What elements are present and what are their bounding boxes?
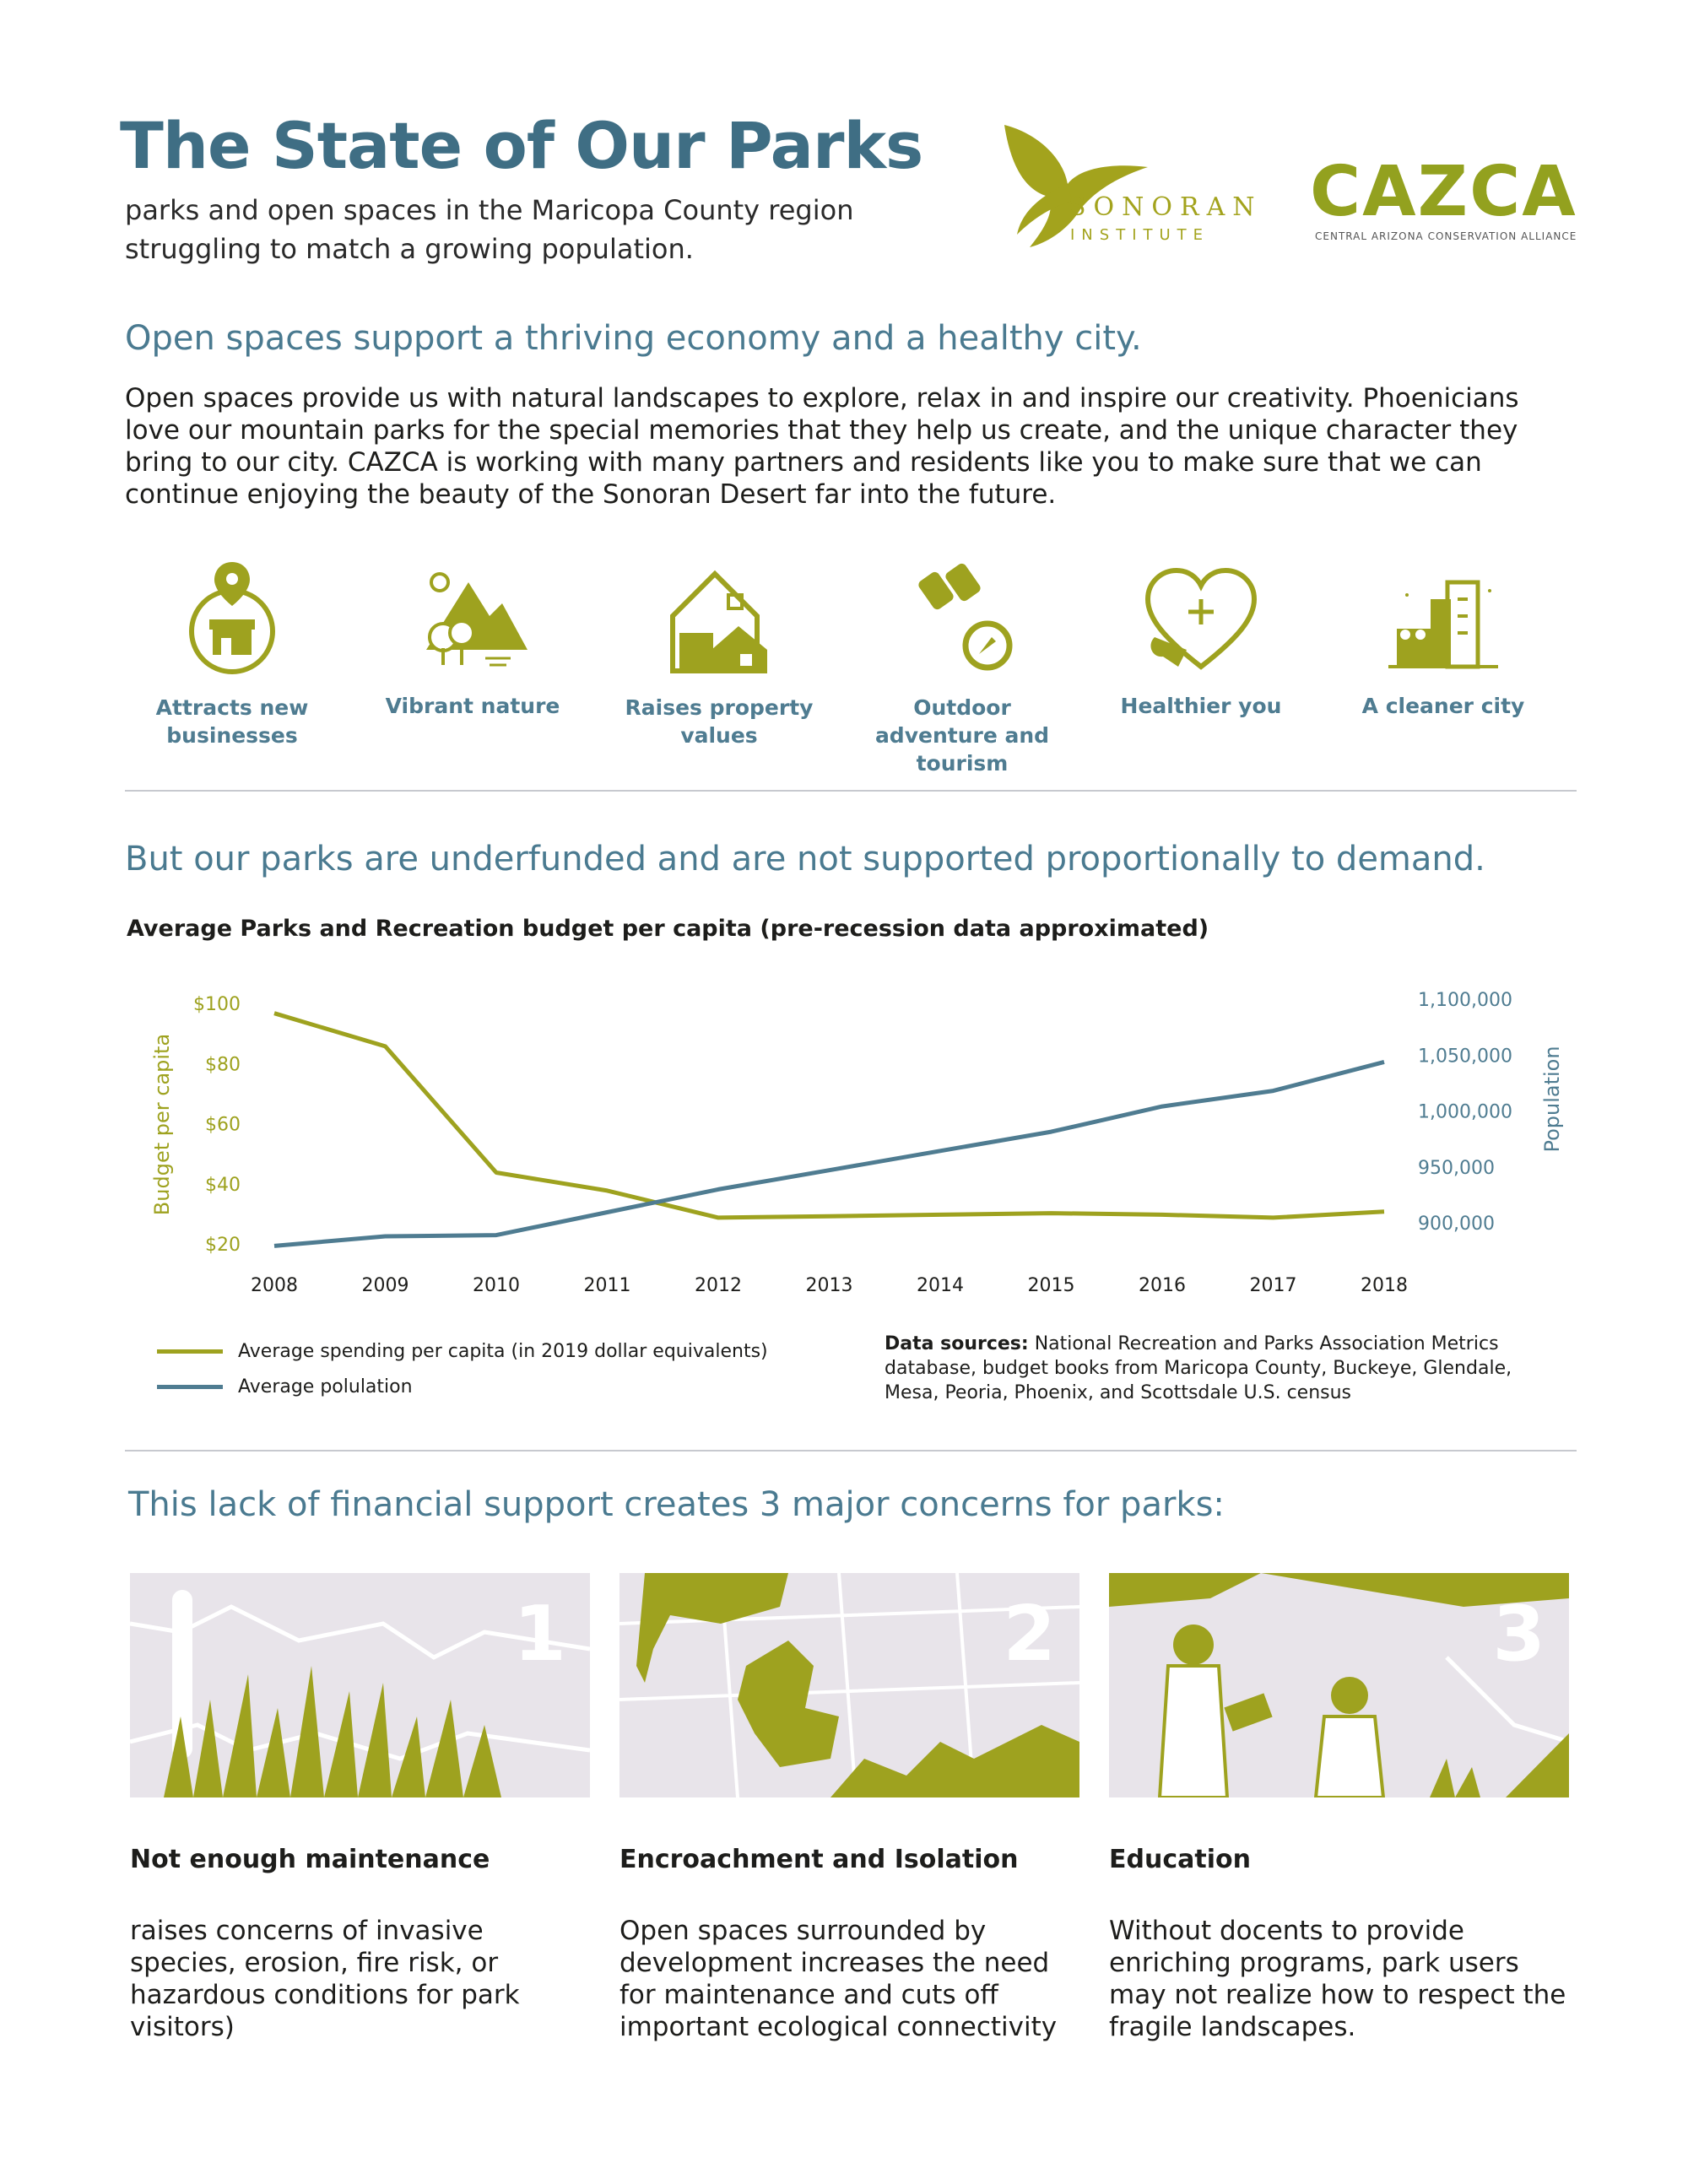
benefit-label: Vibrant nature (385, 694, 560, 718)
benefit-health: Healthier you (1091, 557, 1311, 720)
concern-illustration: 1 (130, 1573, 590, 1797)
grass-weeds-icon (130, 1590, 590, 1797)
page-title: The State of Our Parks (120, 108, 923, 183)
concern-description: Without docents to provide enriching pro… (1109, 1916, 1566, 2042)
y-left-tick-label: $20 (205, 1235, 241, 1256)
benefit-city: A cleaner city (1334, 557, 1553, 720)
y-right-axis-label: Population (1540, 1046, 1564, 1152)
concern-description: raises concerns of invasive species, ero… (130, 1916, 520, 2042)
cazca-logo-subtext: CENTRAL ARIZONA CONSERVATION ALLIANCE (1315, 230, 1577, 242)
x-tick-label: 2011 (584, 1275, 631, 1296)
city-trees-icon (1388, 580, 1498, 669)
sources-text: National Recreation and Parks Associatio… (885, 1333, 1512, 1403)
benefit-businesses: Attracts new businesses (122, 557, 342, 749)
y-right-tick-label: 1,050,000 (1418, 1046, 1512, 1067)
hummingbird-logo-icon (1004, 125, 1148, 247)
benefit-label: Raises property values (625, 695, 814, 748)
y-right-tick-label: 950,000 (1418, 1158, 1495, 1179)
y-right-tick-label: 1,000,000 (1418, 1102, 1512, 1123)
section-heading-benefits: Open spaces support a thriving economy a… (125, 319, 1142, 358)
benefit-label: Attracts new businesses (155, 695, 309, 748)
x-tick-label: 2018 (1361, 1275, 1408, 1296)
population-series-line (273, 1059, 1385, 1248)
y-left-tick-label: $40 (205, 1175, 241, 1196)
y-right-tick-label: 1,100,000 (1418, 990, 1512, 1011)
chart-title: Average Parks and Recreation budget per … (127, 916, 1209, 942)
y-left-tick-label: $60 (205, 1115, 241, 1136)
intro-paragraph: Open spaces provide us with natural land… (125, 383, 1519, 510)
x-tick-label: 2014 (917, 1275, 964, 1296)
benefit-nature: Vibrant nature (363, 557, 582, 720)
x-tick-label: 2012 (695, 1275, 742, 1296)
x-tick-label: 2013 (806, 1275, 853, 1296)
concern-number: 3 (1492, 1590, 1545, 1679)
concern-title: Education (1109, 1845, 1251, 1874)
x-tick-label: 2015 (1028, 1275, 1075, 1296)
x-tick-label: 2010 (473, 1275, 520, 1296)
binoculars-compass-icon (918, 563, 1013, 671)
mountain-trees-icon (426, 572, 528, 667)
benefit-adventure: Outdoor adventure and tourism (852, 557, 1072, 777)
section-heading-funding: But our parks are underfunded and are no… (125, 840, 1485, 878)
concern-number: 2 (1003, 1590, 1056, 1679)
data-sources: Data sources: National Recreation and Pa… (885, 1332, 1560, 1405)
concern-title: Encroachment and Isolation (619, 1845, 1019, 1874)
concern-description: Open spaces surrounded by development in… (619, 1916, 1058, 2042)
concern-number: 1 (513, 1590, 566, 1679)
legend-swatch-blue (157, 1384, 223, 1389)
x-tick-label: 2009 (362, 1275, 409, 1296)
benefits-row: Attracts new businesses Vibrant nature R… (118, 557, 1570, 776)
legend-label: Average spending per capita (in 2019 dol… (238, 1340, 768, 1362)
concern-encroachment: 2 Encroachment and Isolation Open spaces… (619, 1573, 1079, 2043)
x-tick-label: 2008 (251, 1275, 298, 1296)
y-left-tick-label: $80 (205, 1054, 241, 1075)
map-patches-icon (619, 1573, 1079, 1797)
page-subtitle: parks and open spaces in the Maricopa Co… (125, 194, 854, 265)
y-right-tick-label: 900,000 (1418, 1214, 1495, 1235)
benefit-property: Raises property values (609, 557, 829, 749)
spending-series-line (273, 1011, 1385, 1220)
legend-label: Average polulation (238, 1376, 413, 1397)
house-icon (670, 570, 767, 673)
divider (125, 1450, 1577, 1451)
legend-swatch-olive (157, 1349, 223, 1354)
budget-population-chart: $100 $80 $60 $40 $20 1,100,000 1,050,000 1,000,… (150, 990, 1564, 1296)
concern-maintenance: 1 Not enough maintenance raises concerns… (130, 1573, 590, 2043)
x-tick-label: 2016 (1139, 1275, 1186, 1296)
heart-plus-icon (1144, 567, 1258, 670)
divider (125, 790, 1577, 792)
benefit-label: A cleaner city (1361, 694, 1525, 718)
benefit-label: Healthier you (1120, 694, 1282, 718)
concern-education: 3 Education Without docents to provide e… (1109, 1573, 1569, 2043)
y-left-axis-label: Budget per capita (150, 1034, 174, 1215)
legend-item-spending: Average spending per capita (in 2019 dol… (157, 1333, 832, 1369)
sources-label: Data sources: (885, 1333, 1029, 1354)
benefit-label: Outdoor adventure and tourism (874, 695, 1050, 776)
concern-title: Not enough maintenance (130, 1845, 490, 1874)
cazca-logo-text: CAZCA (1310, 152, 1577, 232)
chart-legend: Average spending per capita (in 2019 dol… (157, 1333, 832, 1404)
section-heading-concerns: This lack of financial support creates 3… (128, 1485, 1225, 1524)
sonoran-logo-text: SONORAN (1069, 192, 1263, 222)
legend-item-population: Average polulation (157, 1369, 832, 1404)
concern-illustration: 3 (1109, 1573, 1569, 1797)
sonoran-logo-subtext: INSTITUTE (1070, 226, 1210, 244)
storefront-pin-icon (189, 562, 275, 674)
y-left-tick-label: $100 (193, 994, 241, 1015)
x-tick-label: 2017 (1250, 1275, 1297, 1296)
concern-illustration: 2 (619, 1573, 1079, 1797)
docents-guide-icon (1109, 1573, 1569, 1797)
